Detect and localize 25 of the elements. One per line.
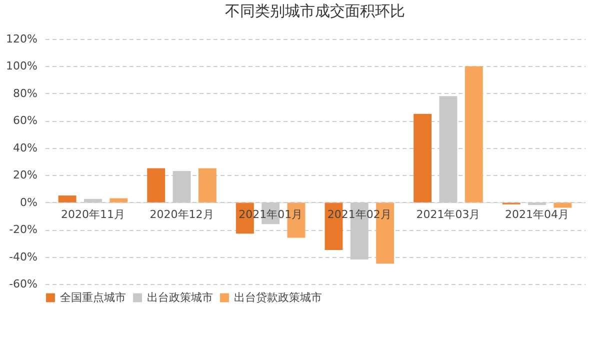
chart-title: 不同类别城市成交面积环比 (225, 2, 405, 20)
y-tick-label: 0% (20, 196, 38, 209)
legend-label: 出台贷款政策城市 (234, 290, 322, 304)
y-tick-label: 20% (13, 168, 38, 182)
y-tick-label: 120% (6, 32, 38, 46)
y-tick-label: 100% (6, 60, 38, 73)
y-tick-label: -20% (9, 223, 38, 236)
x-tick-label: 2021年04月 (505, 208, 570, 221)
y-tick-label: -40% (9, 250, 38, 264)
y-tick-label: 40% (13, 141, 38, 154)
y-tick-label: 60% (13, 114, 38, 128)
bar (110, 198, 128, 202)
bar (554, 202, 572, 208)
legend-label: 全国重点城市 (60, 290, 126, 304)
x-tick-label: 2021年03月 (416, 208, 480, 221)
bar (198, 168, 216, 202)
bar (58, 196, 76, 202)
x-tick-label: 2020年12月 (150, 208, 214, 221)
bar (464, 66, 483, 202)
legend-label: 出台政策城市 (147, 290, 213, 304)
x-tick-label: 2020年11月 (60, 208, 125, 221)
bar (147, 168, 166, 202)
bar (414, 114, 432, 202)
y-tick-label: 80% (13, 86, 38, 100)
y-tick-label: -60% (9, 278, 38, 290)
